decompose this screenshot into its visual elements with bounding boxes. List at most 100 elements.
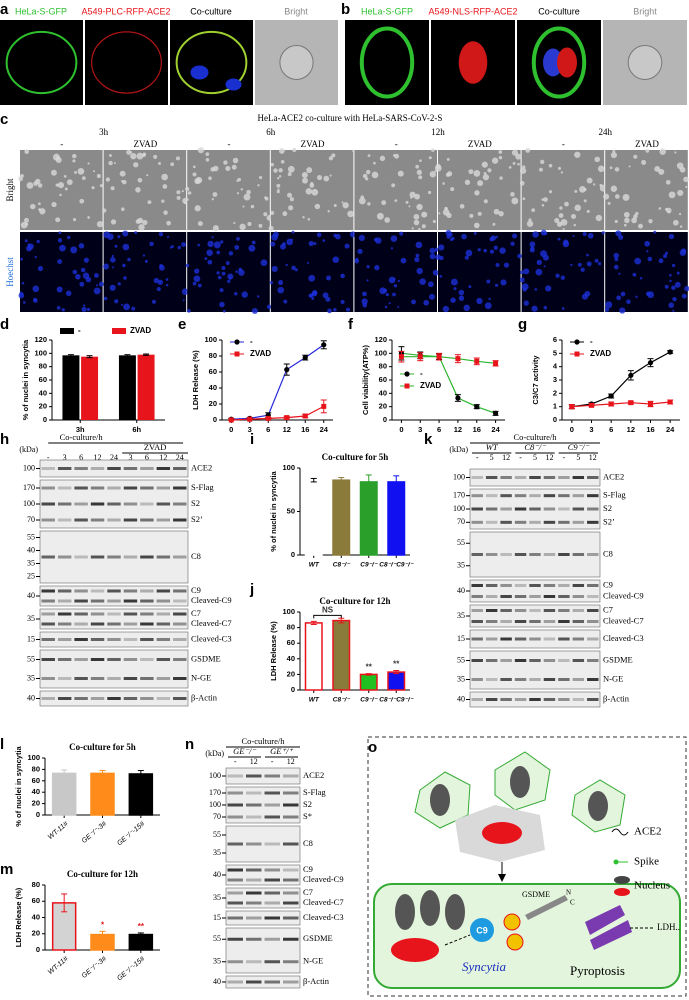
- speck: [161, 173, 168, 181]
- speck: [37, 183, 43, 188]
- band: [558, 620, 570, 623]
- y-axis-label: % of nuclei in syncytia: [21, 339, 30, 420]
- speck: [340, 299, 345, 304]
- speck: [644, 240, 651, 247]
- speck: [612, 149, 616, 153]
- band: [264, 937, 280, 941]
- nucleus-icon: [614, 888, 630, 896]
- significance: **: [393, 660, 400, 669]
- band: [156, 467, 171, 470]
- speck: [248, 244, 256, 252]
- image-frame: [20, 150, 103, 230]
- band: [264, 916, 280, 920]
- speck: [450, 278, 458, 286]
- band: [57, 589, 72, 593]
- band: [140, 622, 154, 626]
- speck: [130, 152, 137, 160]
- x-tick-label: C8⁻/⁻C9⁻/⁻: [379, 562, 415, 569]
- label: 35: [457, 611, 465, 620]
- speck: [87, 216, 90, 219]
- y-tick-label: 60: [287, 638, 295, 647]
- diagram: ACE2 Spike Nucleus GSDME N C C9 Syncytia…: [367, 736, 687, 997]
- speck: [70, 246, 78, 254]
- label: c: [0, 111, 8, 128]
- speck: [584, 290, 591, 297]
- speck: [142, 254, 146, 257]
- y-tick-label: 4: [553, 362, 558, 371]
- speck: [486, 279, 491, 284]
- speck: [393, 284, 398, 288]
- speck: [400, 257, 407, 264]
- nucleus: [458, 41, 488, 84]
- speck: [126, 149, 132, 155]
- label: 55: [213, 934, 221, 943]
- speck: [37, 265, 44, 272]
- speck: [468, 169, 474, 175]
- band: [500, 507, 512, 511]
- speck: [95, 284, 98, 287]
- band: [572, 553, 585, 556]
- speck: [614, 257, 619, 262]
- band: [107, 612, 121, 616]
- speck: [539, 167, 543, 172]
- speck: [562, 227, 565, 231]
- band: [123, 612, 138, 616]
- label: Cleaved-C9: [603, 590, 644, 600]
- speck: [362, 291, 367, 297]
- speck: [365, 177, 369, 181]
- speck: [523, 300, 529, 306]
- speck: [177, 245, 181, 250]
- speck: [367, 154, 371, 158]
- band: [558, 476, 570, 479]
- speck: [379, 155, 386, 162]
- y-tick-label: 80: [209, 351, 217, 360]
- point: [302, 413, 308, 419]
- speck: [366, 169, 371, 175]
- band: [283, 901, 299, 905]
- label: S2: [303, 799, 312, 809]
- band: [471, 520, 483, 524]
- band: [529, 595, 541, 598]
- label: Bright: [284, 6, 308, 16]
- speck: [166, 220, 171, 226]
- speck: [21, 281, 25, 285]
- label: C9: [603, 579, 613, 589]
- speck: [653, 230, 657, 234]
- band: [485, 698, 498, 701]
- speck: [270, 241, 276, 247]
- speck: [641, 159, 647, 165]
- speck: [325, 296, 331, 302]
- speck: [667, 210, 671, 214]
- band: [485, 520, 498, 524]
- band: [572, 620, 585, 623]
- band: [587, 698, 599, 701]
- label: Bright: [633, 6, 657, 16]
- x-tick-label: 12: [454, 425, 462, 434]
- speck: [305, 188, 313, 195]
- speck: [414, 256, 420, 263]
- micrograph: [519, 229, 605, 312]
- speck: [419, 278, 426, 285]
- x-tick-label: 24: [666, 425, 675, 434]
- bar: [387, 481, 406, 556]
- band: [500, 678, 512, 681]
- band: [529, 553, 541, 556]
- x-tick-label: GE⁻/⁻-3#: [81, 821, 108, 845]
- point: [628, 372, 634, 378]
- speck: [392, 292, 396, 297]
- band: [572, 494, 585, 498]
- band: [529, 507, 541, 511]
- speck: [555, 273, 560, 278]
- speck: [181, 242, 187, 247]
- x-tick-label: 24: [320, 425, 329, 434]
- speck: [498, 150, 503, 154]
- speck: [579, 185, 586, 193]
- speck: [24, 149, 30, 155]
- speck: [664, 284, 669, 289]
- speck: [593, 183, 596, 186]
- speck: [122, 263, 126, 268]
- x-tick-label: 12: [627, 425, 635, 434]
- label: β-Actin: [303, 976, 330, 986]
- speck: [135, 187, 141, 193]
- speck: [197, 283, 202, 288]
